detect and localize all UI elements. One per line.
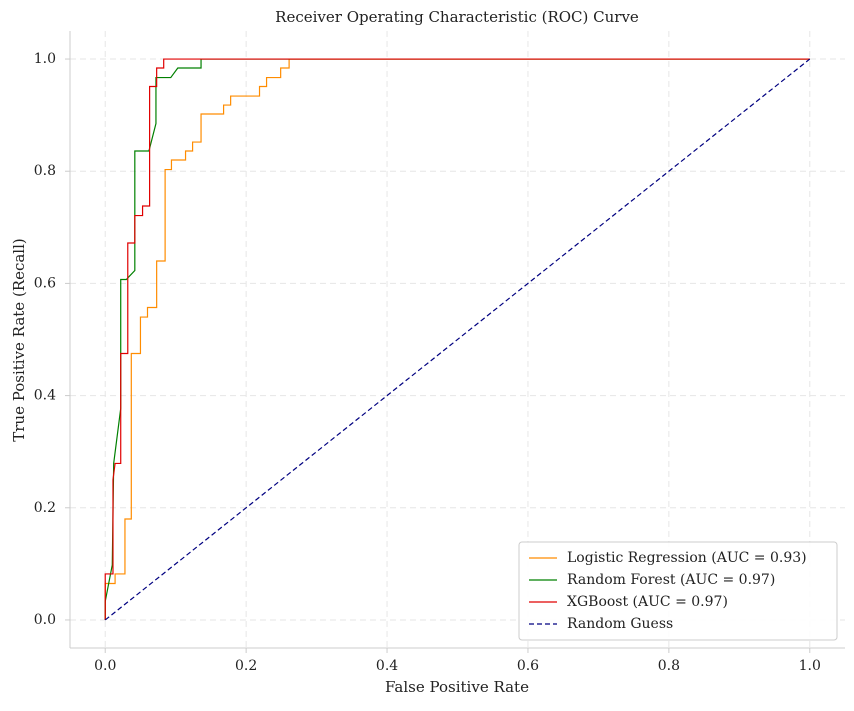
y-tick-label: 0.4 xyxy=(34,388,56,404)
x-tick-label: 0.8 xyxy=(658,658,680,674)
y-tick-label: 1.0 xyxy=(34,51,56,67)
legend-label: Random Forest (AUC = 0.97) xyxy=(567,572,775,588)
legend-label: XGBoost (AUC = 0.97) xyxy=(567,594,728,610)
x-axis-label: False Positive Rate xyxy=(385,678,529,696)
x-tick-label: 0.0 xyxy=(94,658,116,674)
legend-label: Logistic Regression (AUC = 0.93) xyxy=(567,550,807,566)
roc-line xyxy=(104,58,810,620)
y-axis-label: True Positive Rate (Recall) xyxy=(10,238,28,442)
y-tick-label: 0.8 xyxy=(34,163,56,179)
x-tick-label: 1.0 xyxy=(799,658,821,674)
chart-title: Receiver Operating Characteristic (ROC) … xyxy=(275,8,639,26)
y-tick-label: 0.6 xyxy=(34,275,56,291)
y-tick-label: 0.2 xyxy=(34,500,56,516)
roc-line xyxy=(104,58,811,621)
x-tick-label: 0.4 xyxy=(376,658,398,674)
x-tick-label: 0.2 xyxy=(235,658,257,674)
legend-label: Random Guess xyxy=(567,616,673,632)
x-tick-label: 0.6 xyxy=(517,658,539,674)
legend: Logistic Regression (AUC = 0.93) Random F… xyxy=(518,541,838,641)
roc-line xyxy=(104,58,810,620)
y-tick-label: 0.0 xyxy=(34,612,56,628)
legend-box xyxy=(518,541,838,641)
